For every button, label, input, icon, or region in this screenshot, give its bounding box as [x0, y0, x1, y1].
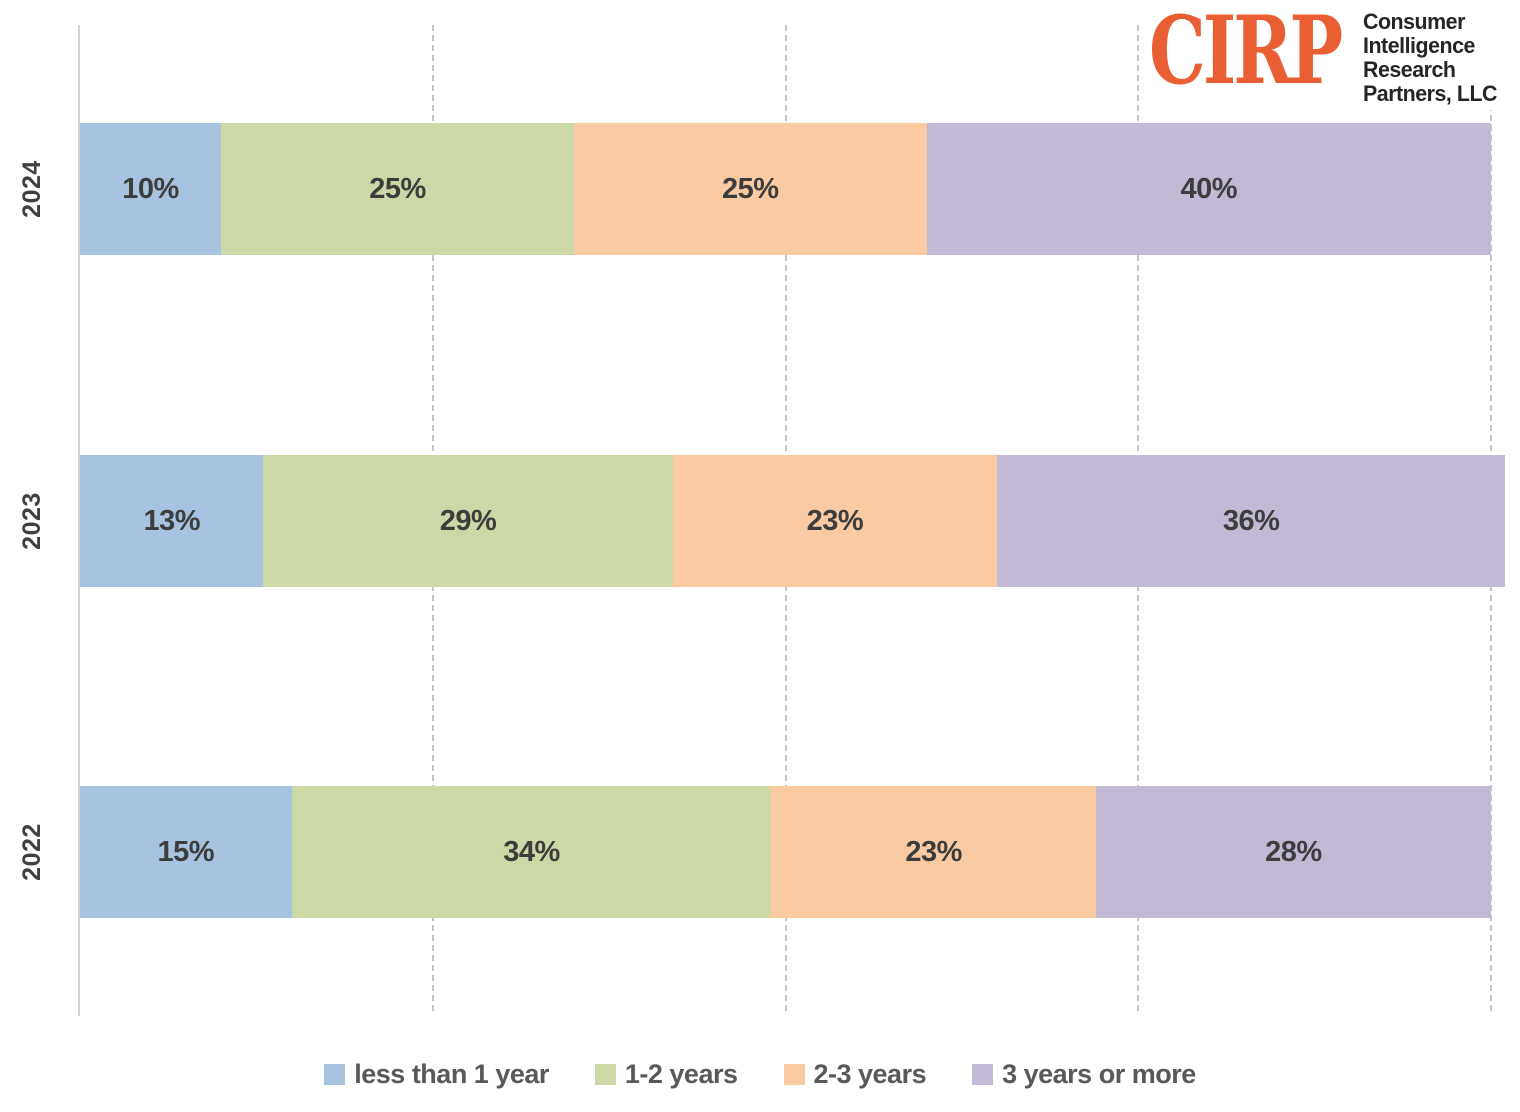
segment-value-label: 25%	[721, 172, 779, 205]
legend-item-less-than-1-year: less than 1 year	[324, 1059, 549, 1090]
segment-2-3-years: 23%	[672, 455, 998, 587]
segment-2-3-years: 23%	[771, 786, 1096, 918]
bar-row-2023: 2023 13% 29% 23% 36%	[18, 455, 1506, 587]
plot-area: 2024 10% 25% 25% 40% 2023 13% 29% 23% 36% 2022 15% 3…	[18, 25, 1506, 1016]
y-axis-line	[78, 25, 80, 1016]
segment-less-than-1-year: 15%	[80, 786, 292, 918]
bar-row-2024: 2024 10% 25% 25% 40%	[18, 123, 1491, 255]
cirp-logo-acronym: CIRP	[1149, 0, 1343, 106]
segment-value-label: 29%	[439, 504, 497, 537]
legend-label: 3 years or more	[1002, 1058, 1196, 1089]
legend-label: 1-2 years	[624, 1058, 738, 1089]
year-label-2022: 2022	[18, 823, 46, 881]
segment-value-label: 23%	[905, 835, 962, 868]
bar-row-2022: 2022 15% 34% 23% 28%	[18, 786, 1491, 918]
logo-line: Research	[1362, 57, 1456, 82]
legend-swatch-icon	[324, 1063, 346, 1085]
legend: less than 1 year 1-2 years 2-3 years 3 year…	[0, 1052, 1520, 1096]
segment-value-label: 10%	[122, 172, 179, 205]
legend-item-1-2-years: 1-2 years	[594, 1058, 738, 1090]
legend-swatch-icon	[972, 1063, 994, 1085]
legend-swatch-icon	[783, 1063, 805, 1085]
segment-3-years-or-more: 28%	[1095, 786, 1491, 918]
year-label-2024: 2024	[18, 160, 46, 218]
bar-segments-2023: 13% 29% 23% 36%	[80, 455, 1506, 587]
segment-3-years-or-more: 40%	[926, 123, 1491, 255]
segment-value-label: 23%	[806, 504, 864, 537]
logo-line: Consumer	[1362, 9, 1465, 34]
legend-item-2-3-years: 2-3 years	[783, 1058, 927, 1090]
segment-value-label: 13%	[143, 504, 200, 537]
segment-value-label: 36%	[1222, 504, 1280, 537]
legend-item-3-years-or-more: 3 years or more	[972, 1059, 1196, 1090]
segment-less-than-1-year: 10%	[80, 123, 222, 255]
legend-swatch-icon	[594, 1063, 616, 1085]
year-label-2023: 2023	[18, 492, 46, 550]
segment-1-2-years: 34%	[291, 786, 772, 918]
segment-value-label: 25%	[369, 172, 426, 205]
legend-label: less than 1 year	[354, 1058, 549, 1089]
segment-1-2-years: 25%	[221, 123, 574, 255]
legend-label: 2-3 years	[813, 1058, 927, 1089]
bar-segments-2024: 10% 25% 25% 40%	[80, 123, 1491, 255]
segment-value-label: 15%	[157, 835, 215, 868]
segment-1-2-years: 29%	[263, 455, 673, 587]
cirp-logo: CIRP Consumer Intelligence Research Partner…	[1143, 0, 1506, 110]
logo-line: Intelligence	[1362, 33, 1475, 58]
logo-line: Partners, LLC	[1362, 81, 1497, 106]
cirp-logo-text: Consumer Intelligence Research Partners, LL…	[1363, 8, 1497, 106]
segment-3-years-or-more: 36%	[997, 455, 1506, 587]
segment-value-label: 34%	[503, 835, 560, 868]
segment-2-3-years: 25%	[573, 123, 927, 255]
segment-less-than-1-year: 13%	[80, 455, 264, 587]
segment-value-label: 28%	[1265, 835, 1322, 868]
segment-value-label: 40%	[1180, 172, 1238, 205]
bar-segments-2022: 15% 34% 23% 28%	[80, 786, 1491, 918]
